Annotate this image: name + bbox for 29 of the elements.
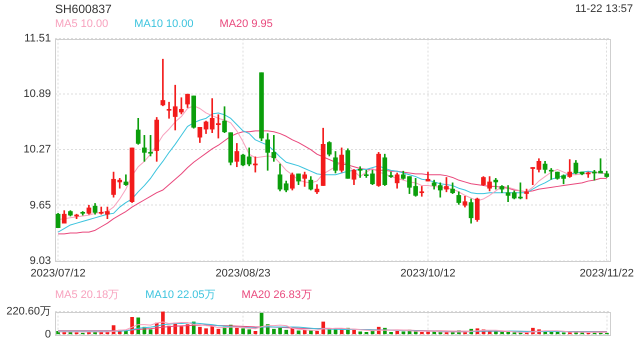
- text: MA5 20.18万: [55, 288, 120, 302]
- chart-title: SH600837: [55, 2, 112, 16]
- bar: [241, 328, 245, 334]
- x-tick-label: 2023/10/12: [400, 267, 456, 280]
- x-tick-label: 2023/11/22: [580, 267, 634, 280]
- bar: [278, 328, 282, 334]
- y-tick-label: 9.03: [30, 254, 51, 267]
- x-tick-label: 2023/07/12: [30, 267, 86, 280]
- x-tick-label: 2023/08/23: [215, 267, 271, 280]
- text: MA20 9.95: [220, 18, 273, 30]
- text: MA10 22.05万: [145, 288, 216, 302]
- text: MA20 26.83万: [242, 288, 312, 302]
- bar: [235, 328, 239, 334]
- y-tick-label: 220.60万: [6, 306, 51, 318]
- bar: [272, 328, 276, 334]
- y-tick-label: 0: [44, 328, 51, 340]
- y-tick-label: 9.65: [30, 199, 51, 212]
- y-tick-label: 11.51: [24, 32, 51, 45]
- bar: [180, 326, 184, 334]
- bar: [148, 329, 152, 334]
- y-tick-label: 10.27: [23, 144, 51, 156]
- text: MA10 10.00: [134, 18, 194, 30]
- text: MA5 10.00: [55, 18, 108, 30]
- bar: [198, 326, 202, 334]
- bar: [204, 328, 208, 334]
- bar: [247, 329, 252, 334]
- y-tick-label: 10.89: [23, 88, 51, 100]
- text: 11-22 13:57: [575, 3, 633, 15]
- bar: [216, 328, 220, 334]
